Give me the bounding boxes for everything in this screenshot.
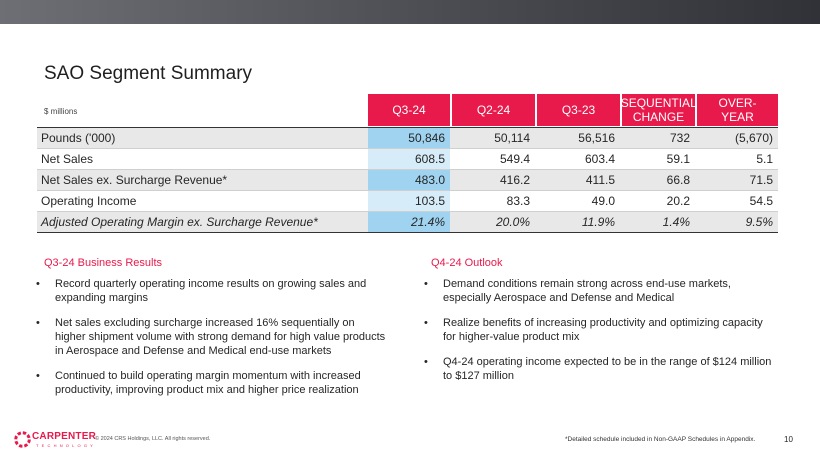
row-label: Pounds ('000) [41, 131, 116, 145]
row-label: Operating Income [41, 194, 137, 208]
table-cell: 416.2 [499, 173, 530, 187]
col-header-q2-24: Q2-24 [452, 94, 535, 126]
bullet-icon: • [424, 317, 428, 329]
table-row: Pounds ('000) 50,846 50,114 56,516 732 (5,670… [37, 128, 778, 149]
bullet-text: Continued to build operating margin mome… [55, 370, 361, 396]
table-cell: 50,114 [494, 131, 530, 145]
bullet-icon: • [36, 317, 40, 329]
table-cell: 103.5 [368, 191, 450, 211]
bullet-item: • Continued to build operating margin mom… [33, 369, 388, 397]
row-label: Net Sales [41, 152, 94, 166]
logo-subtitle: TECHNOLOGY [36, 443, 97, 448]
bullet-icon: • [36, 278, 40, 290]
table-cell: 49.0 [591, 194, 615, 208]
bullet-item: • Record quarterly operating income resul… [33, 277, 388, 305]
table-cell: 5.1 [756, 152, 773, 166]
top-banner [0, 0, 820, 24]
table-cell: 9.5% [745, 215, 773, 229]
logo-name: CARPENTER [32, 431, 97, 442]
bullet-icon: • [424, 356, 428, 368]
bullet-icon: • [36, 370, 40, 382]
table-cell: 483.0 [368, 170, 450, 190]
col-header-sequential-change: SEQUENTIAL CHANGE [620, 94, 697, 126]
table-cell: 608.5 [368, 149, 450, 169]
table-cell: 549.4 [499, 152, 530, 166]
table-cell: (5,670) [734, 131, 773, 145]
outlook-list: • Demand conditions remain strong across … [421, 277, 776, 394]
table-row: Net Sales ex. Surcharge Revenue* 483.0 416… [37, 170, 778, 191]
footnote-text: *Detailed schedule included in Non-GAAP … [565, 436, 756, 443]
table-cell: 1.4% [662, 215, 690, 229]
table-cell: 66.8 [666, 173, 690, 187]
page-title: SAO Segment Summary [44, 63, 253, 84]
table-cell: 59.1 [666, 152, 690, 166]
table-cell: 732 [669, 131, 690, 145]
table-cell: 71.5 [749, 173, 773, 187]
bullet-item: • Demand conditions remain strong across … [421, 277, 776, 305]
col-header-q3-23: Q3-23 [537, 94, 620, 126]
table-cell: 411.5 [585, 173, 615, 187]
bullet-text: Net sales excluding surcharge increased … [55, 317, 386, 357]
table-cell: 54.5 [749, 194, 773, 208]
copyright-text: © 2024 CRS Holdings, LLC. All rights res… [95, 436, 211, 442]
table-cell: 603.4 [584, 152, 615, 166]
business-results-heading: Q3-24 Business Results [44, 257, 162, 269]
bullet-item: • Q4-24 operating income expected to be i… [421, 355, 776, 383]
table-cell: 21.4% [368, 212, 450, 232]
col-header-yoy-change: YEAR-OVER-YEAR CHANGE [697, 82, 778, 138]
col-header-q3-24: Q3-24 [368, 94, 450, 126]
bullet-text: Realize benefits of increasing productiv… [443, 317, 763, 343]
bullet-text: Q4-24 operating income expected to be in… [443, 356, 772, 382]
bullet-item: • Realize benefits of increasing producti… [421, 316, 776, 344]
units-label: $ millions [44, 107, 78, 116]
bullet-text: Record quarterly operating income result… [55, 278, 367, 304]
table-cell: 56,516 [578, 131, 615, 145]
table-cell: 20.2 [666, 194, 690, 208]
table-cell: 83.3 [506, 194, 530, 208]
table-row: Adjusted Operating Margin ex. Surcharge … [37, 212, 778, 233]
bullet-item: • Net sales excluding surcharge increased… [33, 316, 388, 358]
bullet-icon: • [424, 278, 428, 290]
table-cell: 11.9% [581, 215, 615, 229]
table-cell: 50,846 [368, 128, 450, 148]
table-top-rule [37, 127, 778, 128]
table-row: Operating Income 103.5 83.3 49.0 20.2 54.5 [37, 191, 778, 212]
row-label: Adjusted Operating Margin ex. Surcharge … [41, 215, 318, 229]
table-row: Net Sales 608.5 549.4 603.4 59.1 5.1 [37, 149, 778, 170]
page-number: 10 [784, 435, 793, 444]
row-label: Net Sales ex. Surcharge Revenue* [41, 173, 228, 187]
table-cell: 20.0% [495, 215, 530, 229]
outlook-heading: Q4-24 Outlook [431, 257, 503, 269]
bullet-text: Demand conditions remain strong across e… [443, 278, 731, 304]
business-results-list: • Record quarterly operating income resul… [33, 277, 388, 408]
carpenter-logo-icon [14, 431, 31, 448]
